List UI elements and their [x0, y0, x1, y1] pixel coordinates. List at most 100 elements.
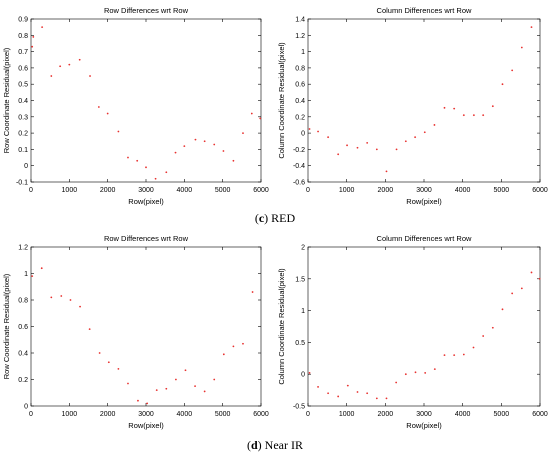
x-tick-label: 4000 [177, 187, 193, 194]
plot-frame [307, 18, 541, 183]
x-tick-label: 4000 [455, 187, 471, 194]
data-point [424, 372, 427, 374]
chart-red-row: 0 1000 2000 3000 4000 5000 6000 -0.1 0 0.1 0.2 0.3 0… [0, 0, 275, 210]
data-point [462, 353, 465, 356]
chart-red-column: 0 1000 2000 3000 4000 5000 6000 -0.6 -0.4 -0.2 0 0.… [275, 0, 550, 210]
chart-nir-column: 0 1000 2000 3000 4000 5000 6000 -0.5 0 0.5 1 1.5 2 Co… [275, 228, 550, 434]
data-point [98, 352, 101, 354]
data-point [404, 140, 407, 143]
data-point [453, 354, 456, 357]
y-tick-label: 0.6 [295, 82, 305, 89]
data-point [50, 75, 53, 77]
caption-nir: (d) Near IR [246, 438, 303, 452]
data-point [117, 368, 120, 370]
data-point [145, 166, 147, 169]
data-point [184, 369, 187, 372]
data-point [222, 150, 225, 152]
x-tick-label: 1000 [339, 411, 355, 418]
data-point [472, 114, 475, 117]
data-point [511, 69, 514, 72]
y-tick-label: 1.2 [18, 245, 28, 252]
y-tick-label: 2 [301, 245, 305, 252]
y-tick-label: 0 [301, 372, 305, 379]
y-axis-label: Row Coordinate Residual(pixel) [2, 47, 11, 153]
data-point [356, 146, 359, 149]
data-point [232, 159, 235, 162]
plot-frame [30, 246, 262, 407]
data-point [308, 128, 311, 130]
y-tick-label: 0.1 [18, 147, 28, 154]
x-tick-label: 3000 [416, 187, 432, 194]
x-tick-label: 1000 [62, 411, 78, 418]
x-tick-label: 6000 [253, 187, 269, 194]
data-point [69, 299, 72, 301]
data-point [154, 177, 157, 180]
data-point [346, 144, 348, 147]
data-point [117, 130, 120, 133]
data-point [395, 381, 398, 384]
data-point [317, 386, 319, 388]
y-tick-label: 0 [301, 131, 305, 138]
x-tick-label: 4000 [455, 411, 471, 418]
y-axis-label: Row Coordinate Residual(pixel) [2, 273, 11, 379]
data-point [511, 292, 514, 295]
caption-text: Near IR [264, 438, 303, 452]
data-point [31, 275, 34, 278]
data-point [242, 342, 244, 345]
data-point [127, 156, 129, 159]
chart-title: Row Differences wrt Row [104, 234, 189, 243]
data-point [155, 389, 158, 391]
data-point [175, 378, 177, 381]
data-point [395, 148, 398, 151]
chart-title: Row Differences wrt Row [104, 6, 189, 15]
x-tick-label: 2000 [378, 411, 394, 418]
data-point [41, 26, 44, 29]
chart-svg: 0 1000 2000 3000 4000 5000 6000 -0.6 -0.4 -0.2 0 0.… [277, 6, 548, 206]
chart-nir-row: 0 1000 2000 3000 4000 5000 6000 0 0.2 0.4 0.6 0.8 1 1… [0, 228, 275, 434]
caption-letter: c [258, 211, 265, 225]
data-point [530, 26, 533, 29]
data-point [337, 395, 340, 398]
data-point [356, 391, 359, 393]
y-axis-label: Column Coordinate Residual(pixel) [277, 42, 286, 159]
x-tick-label: 1000 [62, 187, 78, 194]
x-tick-label: 6000 [532, 411, 548, 418]
data-point [327, 136, 330, 139]
data-point [346, 384, 349, 387]
x-tick-label: 6000 [532, 187, 548, 194]
y-tick-label: 0.7 [18, 49, 28, 56]
data-point [146, 402, 149, 405]
data-point [106, 112, 109, 115]
data-point [308, 372, 311, 374]
x-tick-label: 3000 [138, 411, 154, 418]
y-tick-label: 0.4 [18, 351, 28, 358]
data-point [366, 141, 369, 144]
x-tick-label: 5000 [215, 411, 231, 418]
y-tick-label: -0.4 [293, 163, 305, 170]
data-point [165, 171, 168, 174]
data-point [203, 390, 206, 393]
y-tick-label: 0.5 [295, 340, 305, 347]
x-tick-label: 2000 [378, 187, 394, 194]
y-tick-label: 1 [301, 49, 305, 56]
data-point [174, 151, 177, 154]
data-point [366, 392, 369, 395]
y-tick-label: 0.2 [18, 131, 28, 138]
data-point [317, 130, 319, 133]
x-tick-label: 2000 [100, 411, 116, 418]
y-tick-label: 1.5 [295, 276, 305, 283]
x-tick-label: 0 [306, 411, 310, 418]
x-tick-label: 2000 [100, 187, 116, 194]
data-point [501, 83, 504, 86]
data-point [327, 392, 330, 395]
y-tick-label: 1.2 [295, 33, 305, 40]
caption-red: (c) RED [254, 211, 296, 225]
data-point [538, 277, 541, 280]
y-tick-label: 0.5 [18, 82, 28, 89]
data-point [32, 36, 35, 38]
data-point [414, 136, 417, 139]
data-point [40, 267, 43, 270]
x-axis-label: Row(pixel) [128, 197, 164, 206]
y-tick-label: -0.2 [293, 147, 305, 154]
x-tick-label: 4000 [177, 411, 193, 418]
